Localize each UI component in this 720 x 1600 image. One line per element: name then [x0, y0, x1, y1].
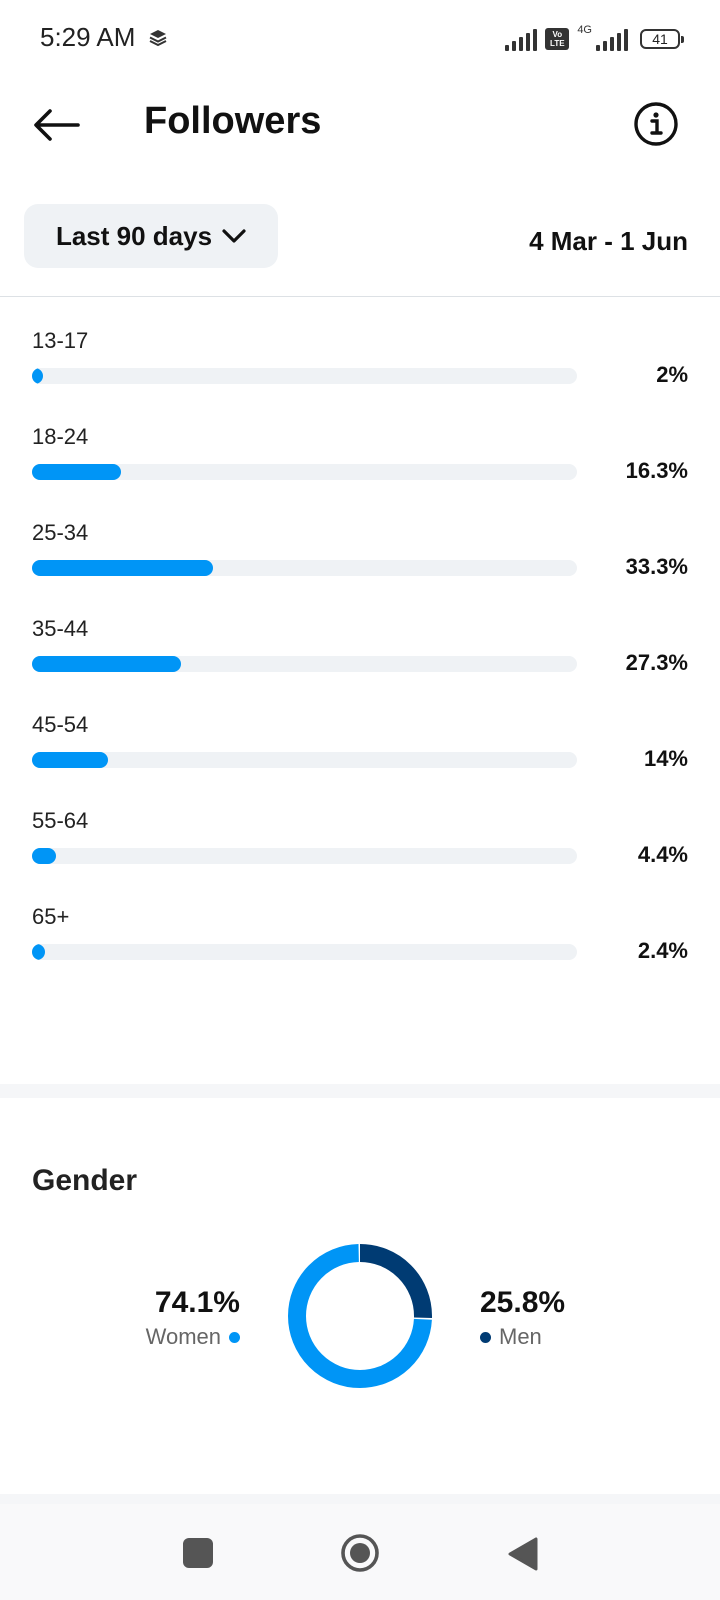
women-label: Women	[145, 1324, 221, 1349]
page-title: Followers	[144, 100, 322, 142]
section-divider	[0, 1084, 720, 1098]
age-value: 4.4%	[637, 842, 688, 867]
age-label: 65+	[32, 904, 70, 929]
network-type: 4G	[577, 24, 592, 36]
age-value: 16.3%	[625, 458, 688, 483]
back-icon[interactable]	[506, 1536, 540, 1572]
men-percent: 25.8%	[480, 1286, 566, 1319]
age-row: 45-54 14%	[32, 712, 688, 802]
women-legend-dot	[229, 1331, 240, 1343]
info-icon	[634, 102, 678, 146]
age-label: 13-17	[32, 328, 89, 353]
age-bar-fill	[32, 944, 46, 960]
age-bar-track	[32, 848, 577, 864]
age-value: 14%	[643, 746, 688, 771]
age-value: 27.3%	[625, 650, 688, 675]
age-label: 55-64	[32, 808, 89, 833]
age-value: 33.3%	[625, 554, 688, 579]
date-range-dropdown-label: Last 90 days	[55, 220, 213, 251]
divider	[0, 296, 720, 297]
age-bar-fill	[32, 464, 121, 480]
gender-section-title: Gender	[32, 1164, 138, 1197]
age-row: 18-24 16.3%	[32, 424, 688, 514]
gender-donut-chart	[288, 1244, 432, 1388]
women-legend: Women	[100, 1324, 240, 1350]
men-label: Men	[499, 1324, 542, 1349]
age-label: 35-44	[32, 616, 89, 641]
age-bar-track	[32, 656, 577, 672]
age-label: 25-34	[32, 520, 89, 545]
status-bar: 5:29 AM Vo LTE 4G 41	[0, 0, 720, 78]
age-bar-fill	[32, 656, 181, 672]
age-bar-fill	[32, 848, 56, 864]
signal-icon	[505, 27, 538, 51]
age-bar-fill	[32, 368, 43, 384]
recent-apps-icon[interactable]	[183, 1538, 213, 1568]
age-value: 2.4%	[637, 938, 688, 963]
age-row: 13-17 2%	[32, 328, 688, 418]
age-bar-fill	[32, 752, 109, 768]
men-stat: 25.8% Men	[480, 1286, 640, 1350]
age-row: 65+ 2.4%	[32, 904, 688, 994]
age-bar-track	[32, 560, 577, 576]
app-header: Followers	[0, 90, 720, 160]
donut-segment-men	[288, 1244, 432, 1388]
men-legend: Men	[480, 1324, 640, 1350]
age-bar-track	[32, 944, 577, 960]
age-label: 18-24	[32, 424, 89, 449]
age-value: 2%	[656, 362, 688, 387]
age-bar-track	[32, 464, 577, 480]
women-percent: 74.1%	[154, 1286, 240, 1319]
layers-icon	[149, 30, 167, 47]
arrow-left-icon	[34, 109, 80, 141]
signal-icon-2	[596, 27, 628, 51]
age-row: 55-64 4.4%	[32, 808, 688, 898]
age-bar-track	[32, 368, 577, 384]
date-range-dropdown[interactable]: Last 90 days	[24, 204, 278, 268]
back-button[interactable]	[30, 102, 82, 148]
age-row: 25-34 33.3%	[32, 520, 688, 610]
info-button[interactable]	[632, 100, 680, 148]
age-bar-fill	[32, 560, 214, 576]
system-nav-bar	[0, 1504, 720, 1600]
home-icon[interactable]	[340, 1533, 380, 1573]
battery-level: 41	[652, 31, 668, 47]
age-row: 35-44 27.3%	[32, 616, 688, 706]
status-time: 5:29 AM	[40, 22, 136, 52]
chevron-down-icon	[222, 229, 246, 243]
men-legend-dot	[480, 1331, 491, 1343]
date-range-text: 4 Mar - 1 Jun	[529, 226, 688, 256]
age-bar-track	[32, 752, 577, 768]
women-stat: 74.1% Women	[100, 1286, 240, 1350]
section-divider	[0, 1494, 720, 1504]
volte-badge: Vo LTE	[545, 28, 570, 50]
battery-icon: 41	[640, 29, 684, 49]
age-label: 45-54	[32, 712, 89, 737]
status-icons: Vo LTE 4G 41	[505, 22, 684, 56]
donut-segment-women	[288, 1244, 432, 1388]
